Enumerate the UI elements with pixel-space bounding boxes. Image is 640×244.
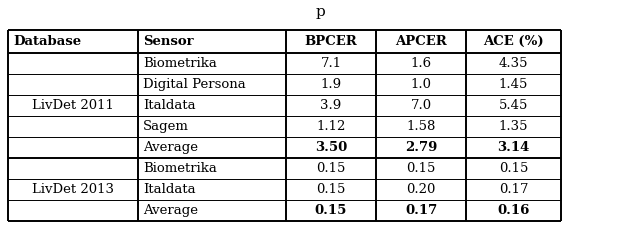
Text: 1.58: 1.58	[406, 120, 436, 133]
Text: 0.15: 0.15	[499, 162, 528, 175]
Text: Database: Database	[13, 35, 81, 48]
Text: 3.50: 3.50	[315, 141, 347, 154]
Text: 0.15: 0.15	[316, 162, 346, 175]
Text: BPCER: BPCER	[305, 35, 357, 48]
Text: Italdata: Italdata	[143, 183, 196, 196]
Text: Average: Average	[143, 141, 198, 154]
Text: 3.14: 3.14	[497, 141, 530, 154]
Text: 0.15: 0.15	[315, 204, 347, 217]
Text: Digital Persona: Digital Persona	[143, 78, 246, 91]
Text: Sagem: Sagem	[143, 120, 189, 133]
Text: 1.45: 1.45	[499, 78, 528, 91]
Text: Biometrika: Biometrika	[143, 162, 217, 175]
Text: Average: Average	[143, 204, 198, 217]
Text: 1.6: 1.6	[410, 57, 431, 70]
Text: ACE (%): ACE (%)	[483, 35, 544, 48]
Text: 0.15: 0.15	[406, 162, 436, 175]
Text: 7.0: 7.0	[410, 99, 431, 112]
Text: APCER: APCER	[395, 35, 447, 48]
Text: 1.35: 1.35	[499, 120, 528, 133]
Text: 0.17: 0.17	[499, 183, 528, 196]
Text: 4.35: 4.35	[499, 57, 528, 70]
Text: 0.16: 0.16	[497, 204, 530, 217]
Text: LivDet 2011: LivDet 2011	[32, 99, 114, 112]
Text: Sensor: Sensor	[143, 35, 194, 48]
Text: 1.9: 1.9	[321, 78, 342, 91]
Text: 2.79: 2.79	[405, 141, 437, 154]
Text: 0.20: 0.20	[406, 183, 436, 196]
Text: 7.1: 7.1	[321, 57, 342, 70]
Text: 0.17: 0.17	[405, 204, 437, 217]
Text: 1.12: 1.12	[316, 120, 346, 133]
Text: LivDet 2013: LivDet 2013	[32, 183, 114, 196]
Text: Italdata: Italdata	[143, 99, 196, 112]
Text: 1.0: 1.0	[410, 78, 431, 91]
Text: 5.45: 5.45	[499, 99, 528, 112]
Text: 0.15: 0.15	[316, 183, 346, 196]
Text: 3.9: 3.9	[321, 99, 342, 112]
Text: Biometrika: Biometrika	[143, 57, 217, 70]
Text: p: p	[315, 5, 325, 19]
